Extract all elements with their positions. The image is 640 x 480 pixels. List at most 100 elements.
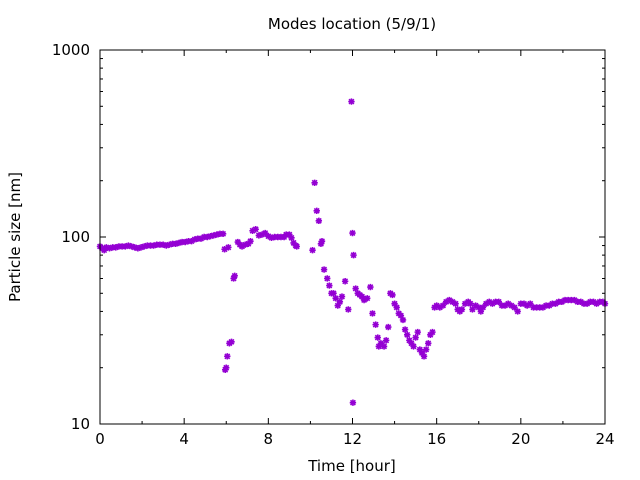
data-point [247, 237, 254, 245]
data-point [326, 282, 333, 289]
data-point [188, 237, 195, 245]
y-tick-label: 10 [71, 415, 90, 433]
data-point [520, 300, 528, 307]
data-point [391, 300, 398, 307]
data-point [348, 98, 355, 105]
plot-frame [99, 49, 606, 425]
data-point [367, 283, 374, 291]
data-point [330, 290, 337, 297]
data-point [385, 323, 392, 331]
data-point [486, 298, 493, 306]
data-point [410, 343, 417, 350]
data-point [369, 310, 376, 317]
data-point [374, 334, 381, 341]
data-point [590, 298, 597, 306]
y-tick-label: 100 [61, 228, 90, 246]
data-point [404, 331, 411, 338]
data-point [397, 312, 405, 319]
data-point [508, 302, 515, 309]
data-point [225, 244, 232, 251]
x-axis: 0 4 8 12 16 20 24 [95, 50, 615, 448]
data-point [511, 304, 518, 311]
x-axis-label: Time [hour] [307, 457, 396, 475]
data-point [288, 234, 295, 242]
data-point [382, 337, 390, 344]
data-point [505, 300, 512, 307]
data-point [336, 298, 344, 306]
data-point [489, 300, 496, 307]
data-point [482, 300, 490, 307]
data-point [416, 346, 424, 353]
data-point [546, 302, 553, 309]
data-point [433, 302, 440, 309]
data-point [360, 296, 368, 304]
x-tick-label: 24 [595, 430, 614, 448]
data-point [501, 302, 509, 309]
y-tick-label: 1000 [52, 41, 90, 59]
data-point [425, 340, 432, 347]
data-point [238, 243, 246, 250]
data-point [583, 300, 591, 307]
data-point [412, 334, 419, 341]
data-point [418, 349, 426, 357]
data-point [228, 338, 235, 346]
data-point [221, 246, 228, 253]
data-point [552, 300, 559, 307]
data-point [393, 304, 400, 311]
data-point [469, 306, 476, 313]
data-point [458, 306, 466, 313]
data-point [577, 298, 585, 306]
x-tick-label: 16 [427, 430, 446, 448]
data-point [231, 272, 238, 280]
data-point [219, 230, 227, 238]
data-point [389, 291, 396, 299]
data-point [571, 296, 578, 304]
data-point [479, 304, 487, 311]
data-point [593, 300, 600, 307]
data-point [401, 326, 409, 333]
data-point [341, 278, 349, 285]
data-point [320, 266, 328, 273]
data-point [349, 399, 357, 406]
data-point [345, 306, 352, 313]
x-tick-label: 4 [179, 430, 189, 448]
data-point [223, 364, 230, 371]
data-point [467, 300, 474, 307]
data-point [461, 300, 469, 307]
x-tick-label: 8 [264, 430, 274, 448]
data-point [527, 300, 534, 307]
data-point [399, 316, 407, 324]
data-point [311, 179, 318, 186]
data-point [558, 298, 566, 306]
data-point [514, 308, 521, 315]
data-point [442, 298, 450, 306]
data-point [334, 302, 341, 309]
data-point [293, 243, 300, 250]
data-point [477, 308, 485, 315]
data-point [224, 353, 231, 360]
data-point [324, 275, 331, 282]
chart-title: Modes location (5/9/1) [268, 15, 436, 33]
data-point [523, 302, 531, 309]
data-point [449, 298, 456, 306]
data-point [372, 321, 379, 328]
data-point [475, 304, 482, 311]
data-point [420, 353, 428, 360]
data-point [338, 293, 346, 300]
data-point [380, 343, 388, 350]
data-point [313, 207, 320, 215]
x-tick-label: 20 [511, 430, 530, 448]
data-point [429, 328, 436, 336]
data-point [350, 251, 357, 259]
x-tick-label: 0 [95, 430, 105, 448]
data-point [452, 300, 459, 307]
scatter-points [96, 98, 609, 406]
data-point [358, 293, 366, 300]
data-point [252, 226, 259, 233]
data-point [472, 302, 479, 309]
data-point [352, 285, 359, 292]
y-axis: 10 100 1000 [52, 41, 605, 433]
data-point [349, 229, 356, 237]
data-point [332, 295, 339, 302]
